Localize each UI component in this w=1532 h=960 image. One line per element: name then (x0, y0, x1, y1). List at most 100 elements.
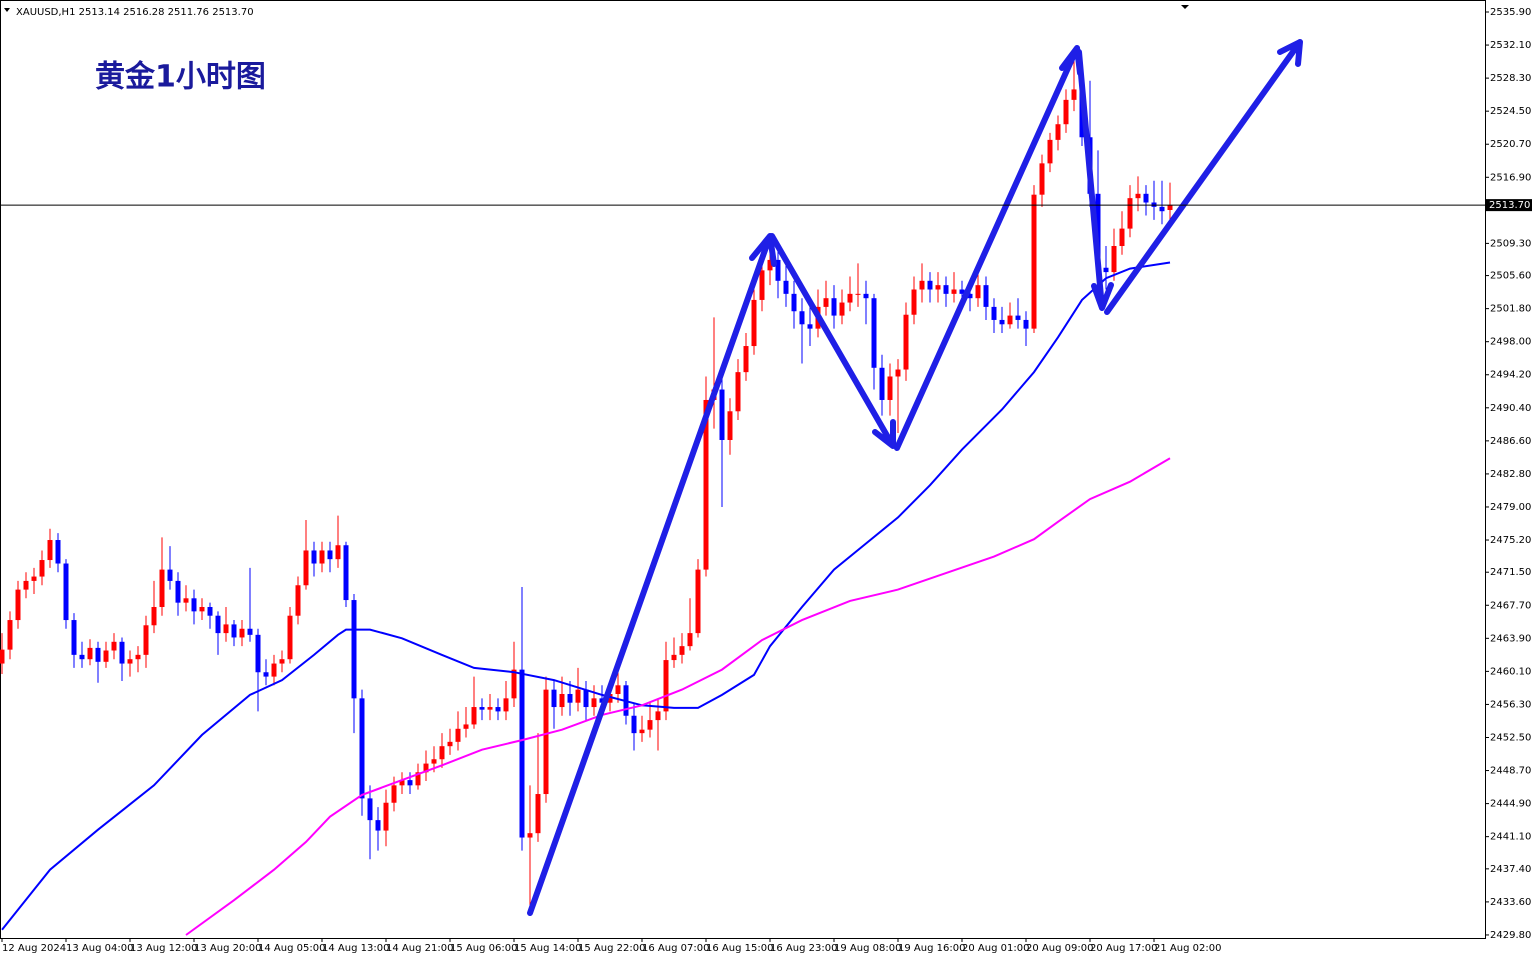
candle-body (895, 369, 901, 377)
candle-body (239, 628, 245, 638)
shift-marker (1181, 5, 1189, 9)
candle-body (1143, 193, 1149, 203)
candle-body (871, 298, 877, 368)
current-price-box (1486, 199, 1532, 212)
candle-body (831, 298, 837, 316)
candle-body (991, 306, 997, 320)
candle-body (863, 293, 869, 299)
y-tick-label: 2535.90 (1490, 7, 1531, 18)
y-tick-label: 2501.80 (1490, 304, 1531, 315)
candle-body (1111, 246, 1117, 273)
candle-body (935, 285, 941, 290)
candle-body (879, 367, 885, 400)
candle-body (799, 311, 805, 325)
candle-body (999, 319, 1005, 325)
candle-body (767, 259, 773, 271)
candle-body (71, 620, 77, 655)
candle-body (663, 660, 669, 712)
candle-body (359, 698, 365, 799)
candle-body (311, 550, 317, 564)
x-tick-label: 14 Aug 05:00 (258, 943, 325, 954)
candle-body (855, 293, 861, 295)
y-tick-label: 2490.40 (1490, 403, 1531, 414)
candle-body (1103, 267, 1109, 273)
candle-body (151, 607, 157, 626)
candle-body (191, 598, 197, 612)
x-tick-label: 19 Aug 08:00 (834, 943, 901, 954)
candle-body (431, 759, 437, 764)
candle-body (511, 669, 517, 699)
candle-body (839, 302, 845, 316)
candle-body (79, 654, 85, 660)
candle-body (551, 689, 557, 708)
candle-body (1007, 315, 1013, 325)
candle-body (959, 289, 965, 294)
candle-body (471, 707, 477, 725)
y-tick-label: 2429.80 (1490, 930, 1531, 941)
menu-arrow (4, 8, 10, 12)
candle-body (751, 299, 757, 347)
candle-body (391, 785, 397, 803)
y-tick-label: 2452.50 (1490, 732, 1531, 743)
candle-body (183, 598, 189, 603)
candle-body (399, 780, 405, 786)
candle-body (95, 647, 101, 662)
candle-body (167, 569, 173, 581)
x-tick-label: 14 Aug 21:00 (386, 943, 453, 954)
candle-body (983, 285, 989, 307)
candle-body (263, 672, 269, 677)
y-tick-label: 2460.10 (1490, 666, 1531, 677)
x-tick-label: 13 Aug 04:00 (66, 943, 133, 954)
candle-body (951, 289, 957, 294)
candle-body (15, 589, 21, 621)
candle-body (823, 298, 829, 307)
candle-body (903, 314, 909, 370)
candle-body (1119, 228, 1125, 247)
y-tick-label: 2520.70 (1490, 139, 1531, 150)
y-tick-label: 2456.30 (1490, 699, 1531, 710)
candle-body (415, 772, 421, 786)
x-tick-label: 16 Aug 07:00 (642, 943, 709, 954)
candle-body (119, 641, 125, 664)
candle-body (1039, 163, 1045, 195)
candle-body (319, 550, 325, 564)
y-tick-label: 2494.20 (1490, 370, 1531, 381)
x-tick-label: 13 Aug 12:00 (130, 943, 197, 954)
candle-body (1063, 99, 1069, 125)
candle-body (383, 802, 389, 831)
candle-body (23, 580, 29, 590)
candle-body (647, 720, 653, 730)
candle-body (407, 780, 413, 786)
y-tick-label: 2444.90 (1490, 799, 1531, 810)
candle-body (439, 746, 445, 760)
candle-body (583, 689, 589, 708)
x-tick-label: 20 Aug 01:00 (962, 943, 1029, 954)
candle-body (447, 741, 453, 747)
candle-body (247, 628, 253, 635)
candle-body (0, 649, 5, 664)
x-tick-label: 16 Aug 23:00 (770, 943, 837, 954)
candle-body (743, 346, 749, 373)
x-tick-label: 15 Aug 14:00 (514, 943, 581, 954)
y-tick-label: 2486.60 (1490, 436, 1531, 447)
y-tick-label: 2448.70 (1490, 766, 1531, 777)
arrow-up-3 (1104, 39, 1303, 315)
candle-body (199, 607, 205, 612)
candle-body (423, 763, 429, 773)
ma-line (1, 261, 1171, 931)
candle-body (783, 280, 789, 294)
y-tick-label: 2475.20 (1490, 535, 1531, 546)
y-tick-label: 2528.30 (1490, 73, 1531, 84)
y-tick-label: 2433.60 (1490, 897, 1531, 908)
candle-body (487, 707, 493, 710)
candle-body (1127, 198, 1133, 229)
candle-body (1135, 193, 1141, 199)
candle-body (807, 324, 813, 329)
candle-body (639, 729, 645, 734)
candle-body (159, 569, 165, 608)
candle-body (503, 698, 509, 712)
candle-body (39, 560, 45, 577)
candle-body (367, 798, 373, 821)
y-tick-label: 2532.10 (1490, 40, 1531, 51)
